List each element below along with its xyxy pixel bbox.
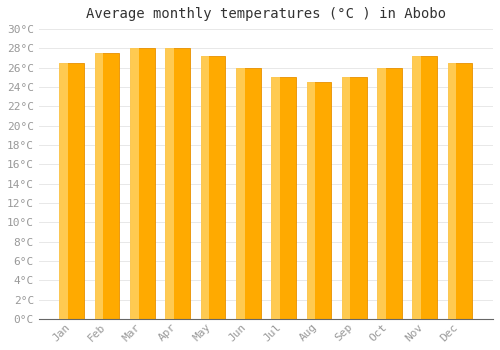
Bar [130,48,155,319]
Bar [60,63,68,319]
Bar [377,68,402,319]
Bar [94,53,104,319]
Title: Average monthly temperatures (°C ) in Abobo: Average monthly temperatures (°C ) in Ab… [86,7,446,21]
Bar [166,48,190,319]
Bar [236,68,260,319]
Bar [377,68,386,319]
Bar [448,63,472,319]
Bar [200,56,209,319]
Bar [412,56,437,319]
Bar [130,48,138,319]
Bar [306,82,315,319]
Bar [60,63,84,319]
Bar [271,77,296,319]
Bar [342,77,350,319]
Bar [342,77,366,319]
Bar [271,77,280,319]
Bar [166,48,174,319]
Bar [200,56,226,319]
Bar [306,82,331,319]
Bar [236,68,244,319]
Bar [412,56,421,319]
Bar [94,53,120,319]
Bar [448,63,456,319]
